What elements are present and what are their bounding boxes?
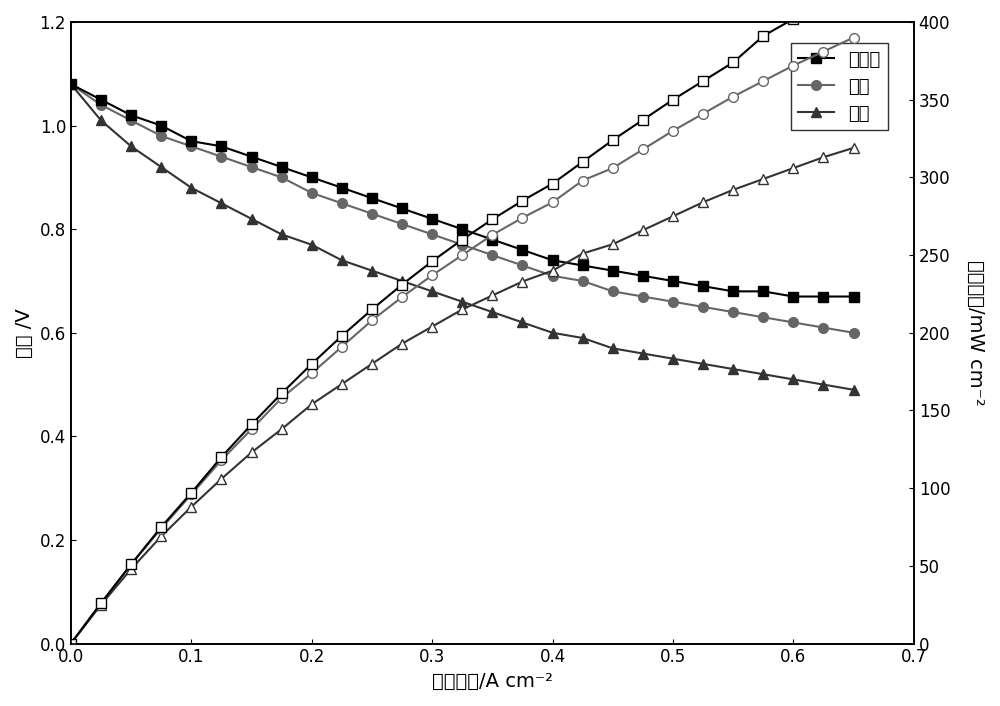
Legend: 等静压, 挤压, 浸渍: 等静压, 挤压, 浸渍 bbox=[791, 44, 888, 130]
浸渍 bbox=[848, 385, 860, 394]
等静压 bbox=[185, 137, 197, 145]
等静压 bbox=[456, 225, 468, 234]
挤压 bbox=[276, 173, 288, 181]
挤压 bbox=[547, 272, 559, 280]
浸渍 bbox=[787, 375, 799, 383]
浸渍 bbox=[727, 365, 739, 373]
浸渍 bbox=[547, 328, 559, 337]
浸渍 bbox=[306, 241, 318, 249]
等静压 bbox=[848, 292, 860, 301]
挤压 bbox=[787, 318, 799, 327]
Line: 等静压: 等静压 bbox=[66, 79, 858, 301]
等静压 bbox=[486, 235, 498, 244]
等静压 bbox=[215, 142, 227, 150]
挤压 bbox=[155, 132, 167, 140]
Y-axis label: 功率密度/mW cm⁻²: 功率密度/mW cm⁻² bbox=[966, 260, 985, 406]
浸渍 bbox=[396, 277, 408, 285]
挤压 bbox=[817, 323, 829, 332]
挤压 bbox=[185, 142, 197, 150]
挤压 bbox=[848, 328, 860, 337]
浸渍 bbox=[516, 318, 528, 327]
浸渍 bbox=[607, 344, 619, 352]
等静压 bbox=[697, 282, 709, 290]
挤压 bbox=[336, 199, 348, 208]
等静压 bbox=[125, 111, 137, 119]
Line: 浸渍: 浸渍 bbox=[66, 79, 858, 395]
浸渍 bbox=[95, 116, 107, 125]
挤压 bbox=[577, 277, 589, 285]
挤压 bbox=[727, 308, 739, 316]
挤压 bbox=[486, 251, 498, 259]
浸渍 bbox=[637, 349, 649, 358]
等静压 bbox=[637, 272, 649, 280]
等静压 bbox=[727, 287, 739, 296]
浸渍 bbox=[215, 199, 227, 208]
等静压 bbox=[65, 80, 77, 88]
浸渍 bbox=[697, 359, 709, 368]
浸渍 bbox=[185, 184, 197, 192]
浸渍 bbox=[366, 266, 378, 275]
浸渍 bbox=[456, 297, 468, 306]
Line: 挤压: 挤压 bbox=[66, 79, 858, 337]
等静压 bbox=[95, 95, 107, 104]
等静压 bbox=[366, 194, 378, 203]
挤压 bbox=[456, 241, 468, 249]
浸渍 bbox=[276, 230, 288, 239]
等静压 bbox=[817, 292, 829, 301]
挤压 bbox=[637, 292, 649, 301]
等静压 bbox=[547, 256, 559, 265]
挤压 bbox=[607, 287, 619, 296]
挤压 bbox=[95, 101, 107, 109]
等静压 bbox=[246, 152, 258, 161]
等静压 bbox=[607, 266, 619, 275]
X-axis label: 电流密度/A cm⁻²: 电流密度/A cm⁻² bbox=[432, 672, 553, 691]
浸渍 bbox=[426, 287, 438, 296]
等静压 bbox=[336, 184, 348, 192]
挤压 bbox=[516, 261, 528, 270]
浸渍 bbox=[246, 215, 258, 223]
浸渍 bbox=[125, 142, 137, 150]
浸渍 bbox=[817, 381, 829, 389]
浸渍 bbox=[155, 163, 167, 172]
等静压 bbox=[155, 121, 167, 130]
等静压 bbox=[516, 246, 528, 254]
等静压 bbox=[396, 204, 408, 213]
挤压 bbox=[246, 163, 258, 172]
挤压 bbox=[396, 220, 408, 228]
Y-axis label: 电压 /V: 电压 /V bbox=[15, 308, 34, 358]
等静压 bbox=[426, 215, 438, 223]
浸渍 bbox=[577, 334, 589, 342]
浸渍 bbox=[757, 370, 769, 378]
等静压 bbox=[757, 287, 769, 296]
挤压 bbox=[426, 230, 438, 239]
挤压 bbox=[697, 303, 709, 311]
等静压 bbox=[787, 292, 799, 301]
等静压 bbox=[276, 163, 288, 172]
挤压 bbox=[215, 152, 227, 161]
浸渍 bbox=[65, 80, 77, 88]
等静压 bbox=[306, 173, 318, 181]
挤压 bbox=[125, 116, 137, 125]
等静压 bbox=[667, 277, 679, 285]
挤压 bbox=[366, 210, 378, 218]
浸渍 bbox=[336, 256, 348, 265]
挤压 bbox=[306, 189, 318, 197]
挤压 bbox=[757, 313, 769, 321]
浸渍 bbox=[486, 308, 498, 316]
挤压 bbox=[667, 297, 679, 306]
等静压 bbox=[577, 261, 589, 270]
浸渍 bbox=[667, 354, 679, 363]
挤压 bbox=[65, 80, 77, 88]
